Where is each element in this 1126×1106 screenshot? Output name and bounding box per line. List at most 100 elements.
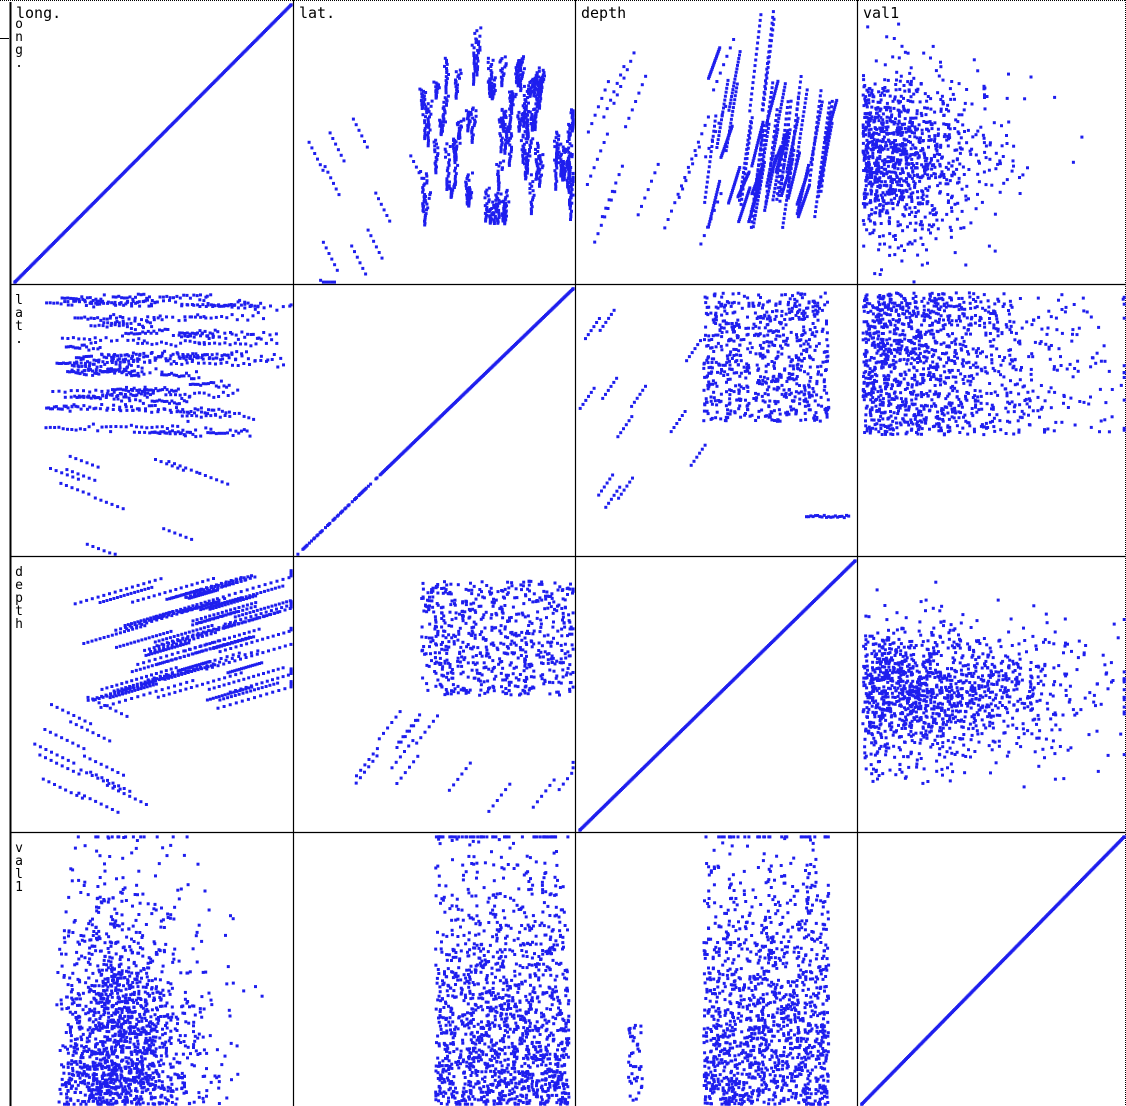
data-point (473, 118, 477, 122)
data-point (59, 302, 63, 306)
data-point (912, 174, 916, 177)
data-point (124, 388, 128, 392)
data-point (882, 167, 886, 171)
data-point (70, 470, 74, 474)
data-point (780, 191, 784, 195)
data-point (783, 123, 787, 127)
data-point (977, 159, 981, 163)
data-point (871, 231, 875, 235)
data-point (913, 181, 917, 185)
data-point (142, 372, 146, 376)
data-point (754, 149, 758, 152)
data-point (555, 145, 559, 149)
data-point (125, 322, 129, 326)
data-point (961, 165, 965, 169)
data-point (775, 82, 779, 86)
data-point (100, 353, 104, 357)
data-point (950, 196, 953, 200)
data-point (64, 484, 68, 487)
data-point (469, 112, 473, 116)
data-point (486, 60, 490, 64)
data-point (538, 179, 542, 183)
data-point (749, 98, 753, 102)
data-point (443, 96, 447, 100)
data-point (522, 122, 526, 126)
data-point (895, 150, 899, 154)
data-point (430, 99, 434, 103)
data-point (524, 165, 528, 169)
data-point (707, 165, 711, 169)
data-point (554, 163, 558, 167)
data-point (488, 91, 491, 95)
data-point (984, 183, 988, 187)
data-point (781, 221, 785, 225)
data-point (160, 340, 163, 344)
data-point (138, 430, 141, 434)
data-point (474, 114, 478, 118)
data-point (866, 25, 870, 29)
data-point (423, 119, 427, 123)
data-point (947, 109, 951, 113)
data-point (757, 173, 761, 177)
data-point (770, 21, 774, 25)
data-point (735, 67, 739, 71)
data-point (106, 389, 110, 393)
data-point (733, 94, 737, 98)
data-point (83, 369, 87, 372)
data-point (753, 195, 757, 199)
data-point (499, 138, 503, 142)
data-point (156, 389, 160, 393)
data-point (319, 278, 323, 282)
data-point (861, 93, 865, 97)
data-point (176, 387, 180, 391)
data-point (937, 74, 941, 78)
data-point (804, 192, 808, 196)
data-point (195, 370, 198, 374)
data-point (896, 220, 900, 224)
data-point (435, 165, 438, 169)
data-point (209, 381, 213, 384)
data-point (926, 176, 930, 180)
data-point (773, 141, 777, 145)
data-point (570, 144, 574, 148)
data-point (721, 110, 725, 114)
data-point (71, 336, 75, 340)
data-point (783, 137, 787, 141)
data-point (936, 91, 940, 95)
data-point (520, 77, 524, 81)
data-point (115, 320, 119, 323)
data-point (777, 158, 781, 162)
data-point (332, 181, 335, 185)
data-point (118, 360, 122, 364)
data-point (167, 373, 171, 376)
data-point (489, 65, 493, 68)
data-point (871, 99, 875, 103)
data-point (121, 323, 125, 327)
data-point (153, 430, 157, 434)
data-point (567, 157, 571, 161)
data-point (567, 174, 571, 178)
data-point (539, 90, 543, 94)
data-point (764, 143, 768, 147)
data-point (950, 164, 954, 168)
data-point (901, 142, 905, 145)
data-point (760, 123, 764, 127)
data-point (497, 164, 501, 168)
data-point (183, 339, 187, 343)
data-point (867, 128, 871, 132)
data-point (874, 106, 878, 110)
data-point (921, 139, 925, 142)
data-point (891, 99, 895, 103)
data-point (712, 88, 716, 92)
data-point (446, 174, 450, 178)
data-point (571, 126, 575, 130)
data-point (353, 250, 356, 254)
data-point (184, 466, 188, 470)
data-point (933, 121, 937, 125)
data-point (920, 128, 924, 132)
data-point (369, 234, 373, 238)
data-point (874, 142, 878, 146)
data-point (749, 126, 753, 130)
data-point (568, 125, 572, 129)
data-point (920, 163, 924, 167)
